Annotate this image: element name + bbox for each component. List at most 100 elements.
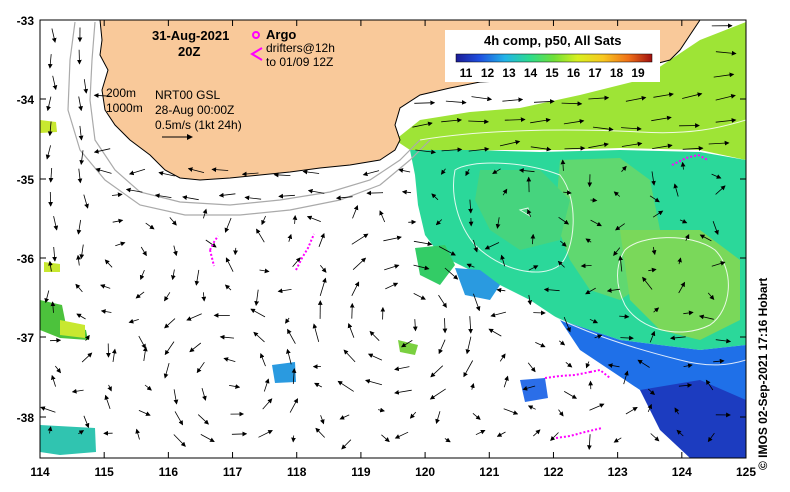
current-arrow bbox=[470, 383, 475, 390]
current-arrow bbox=[182, 195, 199, 201]
current-arrow bbox=[415, 149, 436, 155]
current-arrow bbox=[259, 268, 270, 274]
current-arrow bbox=[682, 146, 704, 151]
sst-field bbox=[40, 22, 746, 458]
current-arrow bbox=[75, 283, 83, 293]
x-tick-label: 116 bbox=[159, 465, 179, 479]
current-arrow bbox=[441, 117, 462, 123]
current-arrow bbox=[292, 257, 301, 267]
current-arrow bbox=[444, 437, 451, 443]
current-arrow bbox=[93, 93, 111, 98]
current-arrow bbox=[522, 385, 536, 391]
current-arrow bbox=[401, 340, 413, 348]
current-arrow bbox=[398, 168, 411, 173]
current-arrow bbox=[154, 193, 172, 199]
current-arrow bbox=[381, 434, 390, 443]
colorbar-tick-label: 18 bbox=[610, 66, 624, 80]
current-arrow bbox=[652, 210, 664, 218]
current-arrow bbox=[319, 264, 327, 273]
current-arrow bbox=[253, 331, 265, 343]
current-arrow bbox=[95, 167, 112, 174]
current-arrow bbox=[683, 363, 693, 369]
current-arrow bbox=[699, 234, 712, 242]
current-arrow bbox=[613, 191, 621, 197]
current-arrow bbox=[394, 389, 412, 395]
speed-scale-label: 0.5m/s (1kt 24h) bbox=[155, 118, 242, 132]
current-arrow bbox=[527, 405, 536, 410]
current-arrow bbox=[48, 167, 54, 183]
colorbar-tick-label: 14 bbox=[524, 66, 538, 80]
current-arrow bbox=[619, 314, 630, 319]
current-arrow bbox=[613, 247, 621, 257]
current-arrow bbox=[366, 190, 384, 196]
current-arrow bbox=[211, 167, 229, 173]
current-arrow bbox=[712, 221, 719, 236]
current-arrow bbox=[302, 169, 320, 175]
current-arrow bbox=[673, 183, 679, 197]
current-arrow bbox=[496, 287, 506, 293]
current-arrow bbox=[683, 310, 694, 316]
current-arrow bbox=[76, 219, 82, 235]
current-arrow bbox=[594, 334, 603, 339]
x-tick-label: 125 bbox=[736, 465, 756, 479]
current-arrow bbox=[590, 219, 602, 227]
current-arrow bbox=[379, 210, 386, 223]
current-arrow bbox=[438, 294, 447, 308]
drifters-until: to 01/09 12Z bbox=[266, 55, 333, 69]
current-arrow bbox=[104, 259, 113, 268]
current-arrow bbox=[530, 233, 536, 245]
x-axis: 114 115 116 117 118 119 120 121 122 123 124 125 bbox=[30, 20, 756, 479]
current-arrow bbox=[339, 414, 350, 420]
current-arrow bbox=[413, 240, 433, 247]
current-arrow bbox=[438, 339, 446, 355]
current-arrow bbox=[496, 431, 506, 437]
current-arrow bbox=[169, 217, 177, 226]
current-arrow bbox=[444, 267, 459, 280]
current-arrow bbox=[51, 374, 56, 387]
depth-1000-label: 1000m bbox=[106, 101, 143, 115]
current-arrow bbox=[484, 242, 500, 250]
current-arrow bbox=[715, 185, 726, 195]
current-arrow bbox=[468, 146, 490, 152]
current-arrow bbox=[647, 403, 652, 413]
current-arrow bbox=[196, 361, 205, 374]
current-arrow bbox=[244, 195, 262, 201]
current-arrow bbox=[107, 384, 112, 392]
current-arrow bbox=[500, 254, 506, 267]
current-arrow bbox=[367, 353, 383, 361]
current-arrow bbox=[414, 100, 436, 106]
current-arrow bbox=[52, 246, 57, 262]
current-arrow bbox=[144, 384, 152, 391]
y-tick-label: -33 bbox=[17, 14, 35, 28]
current-arrow bbox=[535, 342, 546, 348]
current-arrow bbox=[138, 410, 151, 416]
current-arrow bbox=[135, 428, 141, 440]
current-arrow bbox=[652, 143, 673, 149]
current-arrow bbox=[189, 342, 202, 353]
current-arrow bbox=[678, 281, 685, 294]
current-arrow bbox=[670, 335, 686, 341]
current-arrow bbox=[607, 363, 620, 368]
isobaths bbox=[67, 21, 431, 216]
current-arrow bbox=[430, 365, 444, 378]
current-arrow bbox=[83, 194, 89, 209]
current-arrow bbox=[312, 323, 320, 343]
current-arrow bbox=[651, 115, 672, 122]
current-arrow bbox=[711, 173, 722, 179]
current-arrow bbox=[409, 411, 417, 419]
current-arrow bbox=[580, 263, 592, 269]
current-arrow bbox=[543, 287, 560, 293]
current-arrow bbox=[394, 431, 409, 439]
current-arrow bbox=[40, 406, 56, 413]
current-arrow bbox=[145, 222, 155, 230]
current-arrow bbox=[224, 284, 232, 291]
x-tick-label: 122 bbox=[543, 465, 563, 479]
current-arrow bbox=[369, 330, 380, 341]
current-arrow bbox=[468, 199, 473, 214]
current-arrow bbox=[231, 431, 248, 437]
current-arrow bbox=[471, 96, 493, 102]
current-arrow bbox=[201, 292, 207, 302]
current-arrow bbox=[138, 335, 146, 349]
current-arrow bbox=[45, 145, 51, 160]
